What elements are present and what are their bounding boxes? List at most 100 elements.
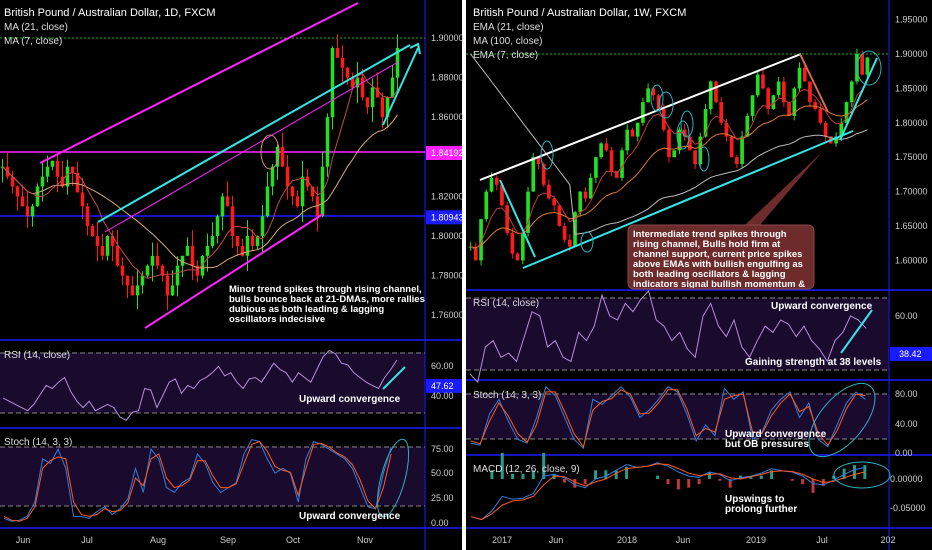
channel-mid-line[interactable] [104, 61, 399, 233]
candle [661, 109, 666, 130]
candle [787, 102, 791, 116]
rsi-badge [426, 379, 462, 393]
candle [641, 102, 645, 123]
price-tick-label: 1.70000 [895, 187, 928, 197]
price-tick-label: 1.65000 [895, 221, 928, 231]
candle [667, 129, 671, 158]
highlight-circle [650, 84, 664, 112]
right-stoch-label: Stoch (14, 3, 3) [473, 390, 541, 401]
macd-tick-label: 0.00000 [890, 474, 923, 484]
candle [180, 255, 185, 266]
candle [350, 77, 355, 88]
candle [500, 184, 504, 206]
price-badge [426, 210, 462, 225]
candle [100, 245, 105, 256]
candle [474, 246, 478, 261]
price-badge-label: 1.80943 [431, 212, 464, 222]
candle [489, 177, 494, 192]
right-price-pane[interactable] [466, 48, 889, 269]
candle [285, 166, 290, 187]
ma-100-line [470, 53, 868, 236]
trend-line[interactable] [97, 44, 411, 223]
ema-7-line [470, 81, 868, 251]
time-tick-label: 2019 [746, 535, 766, 545]
left-stoch-d-line [3, 440, 392, 522]
rsi-tick-label: 40.00 [431, 391, 454, 401]
right-stoch-note-2: but OB pressures [725, 439, 809, 450]
price-tick-label: 1.88000 [431, 73, 464, 83]
rsi-badge-label: 38.42 [899, 349, 922, 359]
stoch-tick-label: 0.00 [431, 518, 449, 528]
candle [823, 122, 828, 137]
channel-upper-line[interactable] [479, 53, 802, 181]
price-tick-label: 1.85000 [895, 83, 928, 93]
candle [573, 212, 577, 247]
candle [170, 285, 175, 296]
arrowhead-icon [409, 42, 421, 55]
right-chart-title: British Pound / Australian Dollar, 1W, F… [473, 7, 686, 19]
price-tick-label: 1.78000 [431, 271, 464, 281]
highlight-circle [833, 461, 891, 489]
highlight-circle [856, 50, 882, 86]
candle [724, 122, 729, 137]
right-stoch-k-line [470, 385, 866, 450]
time-tick-label: Jun [676, 535, 691, 545]
candle [729, 136, 734, 158]
candle [536, 157, 541, 165]
candle [630, 129, 635, 137]
candle [185, 245, 190, 256]
arrow-up [839, 57, 878, 141]
right-stoch-note: Upward convergence [725, 429, 827, 440]
candle [250, 236, 255, 246]
right-rsi-note-2: Gaining strength at 38 levels [745, 357, 882, 368]
candle [175, 265, 180, 286]
candle [588, 177, 593, 199]
left-rsi-label: RSI (14, close) [4, 350, 70, 361]
time-tick-label: Nov [357, 535, 374, 545]
candle [557, 205, 562, 226]
highlight-circle [376, 438, 410, 518]
arrow-down [499, 179, 536, 258]
candle [230, 206, 235, 236]
right-indicator-ema7: EMA (7, close) [473, 50, 538, 61]
candle [40, 176, 45, 187]
candle [240, 245, 245, 256]
right-indicator-ma100: MA (100, close) [473, 36, 542, 47]
highlight-circle [808, 382, 876, 458]
highlight-circle [680, 110, 694, 138]
macd-signal-line [471, 463, 865, 521]
candle [125, 275, 130, 286]
price-tick-label: 1.60000 [895, 255, 928, 265]
candle [55, 160, 60, 177]
candle [355, 77, 360, 88]
candle [604, 143, 609, 151]
candle [95, 236, 100, 246]
note-callout-pointer [745, 152, 822, 225]
arrow-down-red [799, 53, 829, 113]
candle [520, 232, 525, 261]
right-annotation: Intermediate trend spikes through rising… [633, 230, 806, 288]
time-tick-label: 2018 [617, 535, 637, 545]
candle [714, 81, 718, 103]
candle [220, 196, 225, 217]
left-annotation: Minor trend spikes through rising channe… [229, 285, 425, 325]
channel-support-line[interactable] [522, 130, 854, 269]
channel-upper-line[interactable] [39, 2, 359, 164]
candle [755, 74, 760, 96]
channel-lower-line[interactable] [144, 213, 324, 329]
candle [105, 236, 110, 256]
left-price-pane[interactable] [0, 2, 425, 329]
left-stoch-note: Upward convergence [299, 511, 401, 522]
candle [15, 186, 20, 197]
candle [745, 115, 750, 137]
rsi-band [466, 298, 889, 370]
left-indicator-ma7: MA (7, close) [4, 36, 62, 47]
candle [620, 150, 624, 178]
time-tick-label: Sep [220, 535, 236, 545]
candle [750, 95, 755, 116]
candle [766, 88, 771, 110]
candle [190, 245, 195, 266]
candle [677, 129, 682, 151]
candle [300, 176, 305, 207]
price-tick-label: 1.76000 [431, 310, 464, 320]
